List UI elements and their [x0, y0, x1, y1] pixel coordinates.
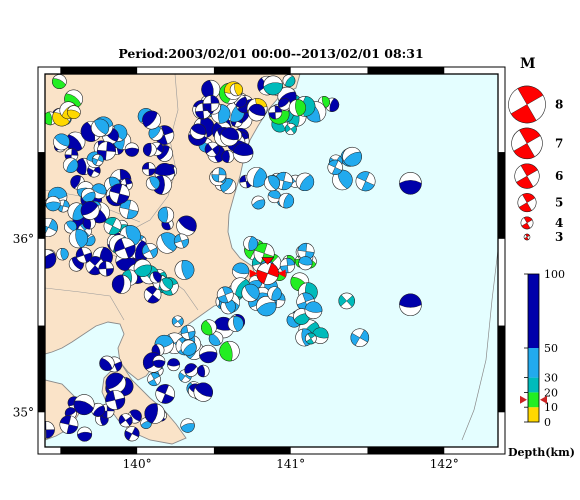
- latitude-tick-label: 36°: [13, 232, 34, 246]
- depth-band: [528, 348, 539, 378]
- longitude-tick-label: 141°: [276, 457, 305, 471]
- trench-lines: [461, 249, 498, 441]
- magnitude-legend-label: 8: [555, 98, 563, 112]
- map-frame-bars: [37, 66, 506, 455]
- magnitude-legend-label: 7: [555, 136, 563, 150]
- earthquake-mechanisms: [45, 74, 422, 442]
- magnitude-legend-symbol-4: [520, 216, 534, 230]
- depth-tick-label: 10: [544, 401, 558, 414]
- depth-tick-label: 100: [544, 268, 565, 281]
- magnitude-legend-label: 6: [555, 169, 563, 183]
- magnitude-legend-title: M: [520, 56, 536, 72]
- magnitude-legend-symbol-5: [517, 193, 537, 213]
- longitude-tick-label: 140°: [123, 457, 152, 471]
- map-area[interactable]: [33, 72, 498, 447]
- magnitude-legend-symbol-6: [514, 163, 540, 189]
- highlight-event[interactable]: [249, 257, 286, 288]
- longitude-labels: 140° 141° 142°: [123, 457, 459, 471]
- depth-tick-label: 50: [544, 342, 558, 355]
- depth-marker-left: [520, 395, 527, 404]
- magnitude-legend-label: 5: [555, 196, 563, 210]
- depth-tick-label: 0: [544, 416, 551, 429]
- depth-tick-label: 20: [544, 386, 558, 399]
- magnitude-legend-label: 3: [555, 230, 563, 244]
- depth-band: [528, 407, 539, 422]
- depth-band: [528, 274, 539, 348]
- magnitude-legend: M 8 7 6 5 43: [508, 56, 563, 244]
- magnitude-legend-symbol-3: [523, 233, 531, 241]
- page-title: Period:2003/02/01 00:00--2013/02/01 08:3…: [118, 46, 424, 61]
- magnitude-legend-symbol-8: [508, 85, 546, 124]
- depth-marker-right: [540, 395, 547, 404]
- depth-band: [528, 377, 539, 393]
- depth-scale-label: Depth(km): [508, 446, 575, 459]
- depth-band: [528, 392, 539, 408]
- latitude-labels: 35° 36°: [13, 232, 34, 419]
- magnitude-legend-label: 4: [555, 216, 563, 230]
- depth-tick-label: 30: [544, 372, 558, 385]
- latitude-tick-label: 35°: [13, 405, 34, 419]
- magnitude-legend-symbol-7: [511, 127, 543, 160]
- longitude-tick-label: 142°: [430, 457, 459, 471]
